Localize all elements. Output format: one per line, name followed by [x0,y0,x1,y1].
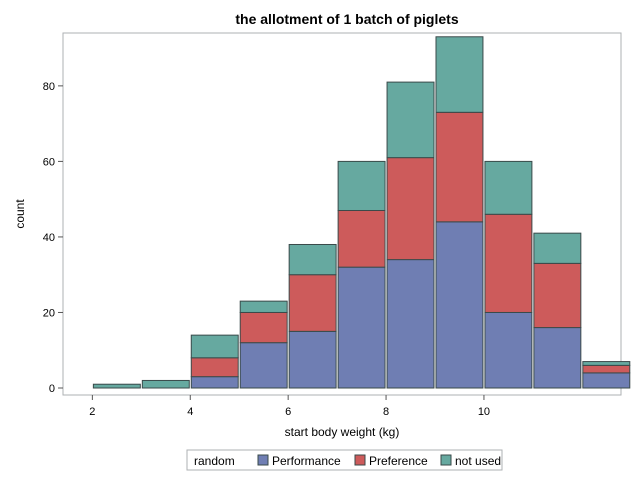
bar-preference-9 [533,262,582,329]
bar-preference-3 [239,311,288,344]
bar-preference-7 [435,111,484,223]
bar-performance-10 [582,372,631,389]
legend-swatch-0 [257,454,269,466]
bar-performance-4 [288,330,337,389]
bar-not-used-8 [484,160,533,215]
chart-title: the allotment of 1 batch of piglets [235,11,458,27]
legend-swatch-1 [354,454,366,466]
bar-preference-5 [337,210,386,268]
y-tick-label-1: 20 [43,307,55,319]
bar-not-used-1 [141,379,190,389]
bar-not-used-4 [288,243,337,276]
legend-label-0: Performance [272,454,341,468]
bar-not-used-2 [190,334,239,359]
bar-preference-2 [190,357,239,378]
legend-title: random [194,454,235,468]
bar-not-used-10 [582,361,631,366]
bar-preference-10 [582,364,631,374]
y-axis: 0 20 40 60 80 [43,81,63,395]
x-tick-label-0: 2 [89,406,95,418]
bar-performance-2 [190,376,239,389]
bar-performance-5 [337,266,386,389]
bar-performance-9 [533,327,582,389]
x-axis: 2 4 6 8 10 [63,394,621,418]
bar-not-used-7 [435,36,484,113]
bar-performance-6 [386,259,435,389]
legend-label-1: Preference [369,454,428,468]
y-axis-label: count [13,199,27,229]
bar-not-used-5 [337,160,386,211]
bar-performance-7 [435,221,484,389]
bar-not-used-6 [386,81,435,159]
x-tick-label-4: 10 [478,406,490,418]
bar-not-used-3 [239,300,288,313]
bar-preference-8 [484,213,533,313]
bar-not-used-9 [533,232,582,264]
bar-preference-6 [386,157,435,261]
legend: random Performance Preference not used [186,449,503,471]
bar-not-used-0 [92,383,141,389]
y-tick-label-3: 60 [43,156,55,168]
x-tick-label-1: 4 [187,406,193,418]
x-tick-label-2: 6 [285,406,291,418]
x-axis-label: start body weight (kg) [285,425,400,439]
x-tick-label-3: 8 [383,406,389,418]
bar-performance-3 [239,342,288,389]
y-tick-label-0: 0 [49,383,55,395]
bar-preference-4 [288,274,337,332]
bar-performance-8 [484,311,533,389]
legend-swatch-2 [440,454,452,466]
legend-label-2: not used [455,454,501,468]
y-tick-label-2: 40 [43,232,55,244]
bars-layer [92,36,631,389]
y-tick-label-4: 80 [43,81,55,93]
